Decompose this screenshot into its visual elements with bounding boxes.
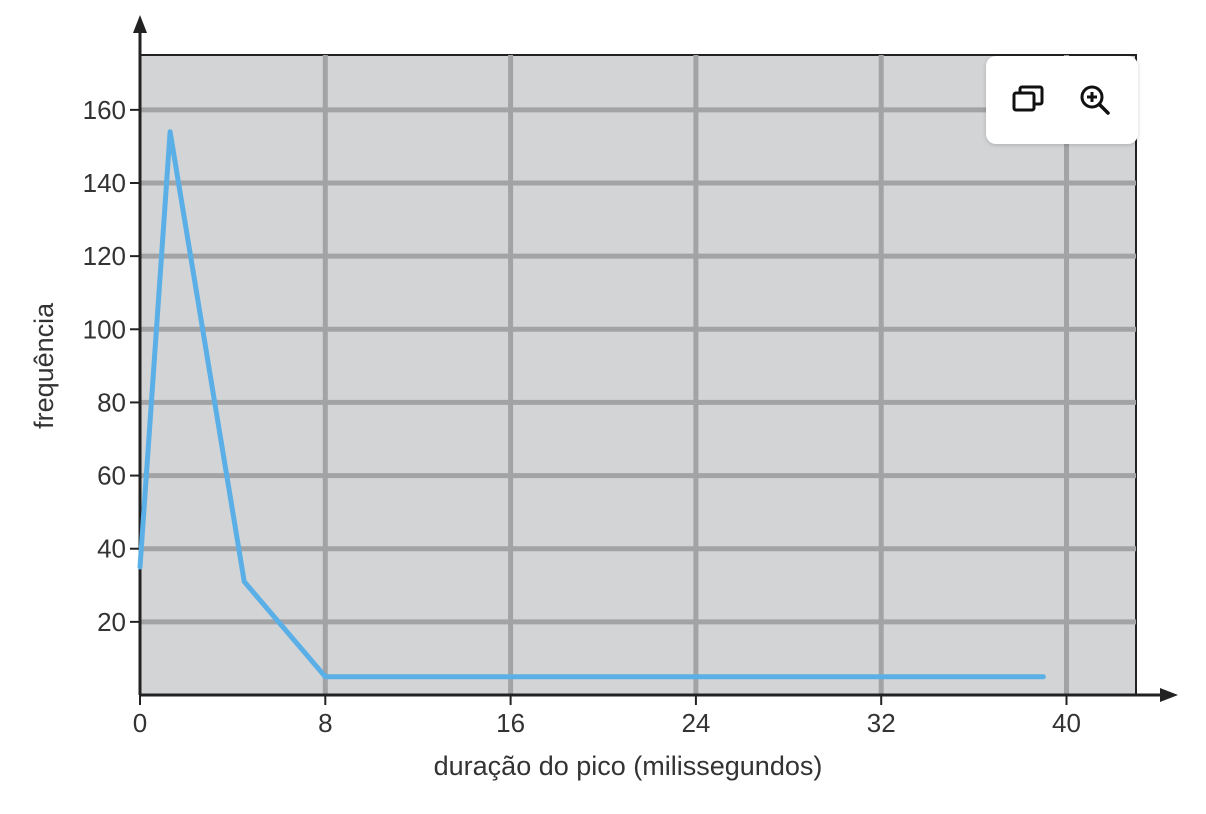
copy-image-button[interactable] <box>1005 76 1053 124</box>
x-tick-label: 24 <box>681 708 710 738</box>
y-tick-label: 60 <box>97 461 126 491</box>
y-axis-arrow <box>133 15 147 33</box>
y-tick-label: 140 <box>83 168 126 198</box>
y-tick-label: 80 <box>97 387 126 417</box>
x-tick-label: 0 <box>133 708 147 738</box>
zoom-in-button[interactable] <box>1071 76 1119 124</box>
zoom-in-icon <box>1080 85 1110 115</box>
y-tick-label: 100 <box>83 314 126 344</box>
y-tick-label: 40 <box>97 534 126 564</box>
y-tick-label: 120 <box>83 241 126 271</box>
x-axis-label: duração do pico (milissegundos) <box>434 751 823 781</box>
y-tick-label: 20 <box>97 607 126 637</box>
x-tick-label: 32 <box>867 708 896 738</box>
plot-area <box>139 54 1137 696</box>
copy-windows-icon <box>1012 85 1044 112</box>
x-tick-label: 16 <box>496 708 525 738</box>
y-axis-label: frequência <box>29 302 59 429</box>
series-group <box>137 129 1046 680</box>
axes <box>130 15 1178 705</box>
grid <box>140 55 1136 695</box>
image-toolbar <box>986 56 1138 144</box>
tick-labels: 0 8 16 24 32 40 20 40 60 80 100 120 140 160 <box>83 95 1081 738</box>
series-line <box>137 129 1046 680</box>
x-tick-label: 8 <box>318 708 332 738</box>
y-tick-label: 160 <box>83 95 126 125</box>
x-axis-arrow <box>1160 688 1178 702</box>
x-tick-label: 40 <box>1052 708 1081 738</box>
